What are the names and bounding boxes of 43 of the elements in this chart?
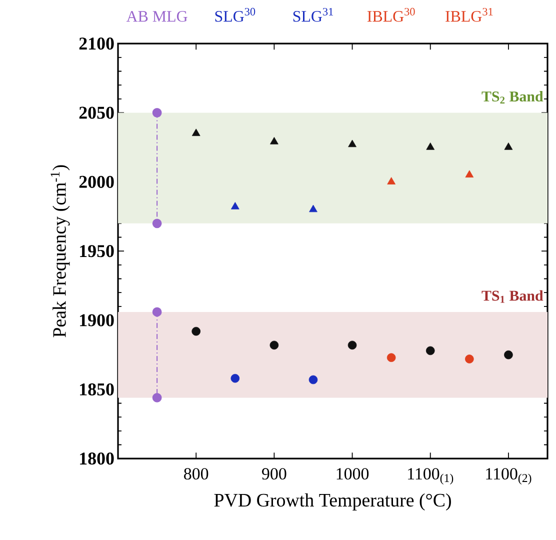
point — [152, 393, 162, 402]
point — [426, 346, 435, 356]
point — [270, 340, 279, 350]
y-tick-label: 2000 — [79, 176, 114, 188]
band-label: TS$_{2}$ Band — [482, 91, 544, 104]
point — [426, 142, 435, 150]
point — [348, 140, 356, 148]
text: IBLG$^{31}$ — [446, 8, 493, 22]
point — [387, 177, 396, 184]
x-tick-label: 1000 — [336, 468, 369, 480]
y-axis-title: Peak Frequency (cm$^{-1}$) — [50, 165, 70, 338]
point — [192, 326, 200, 336]
text: SLG$^{30}$ — [215, 8, 256, 22]
y-tick-label: 1800 — [80, 452, 114, 465]
point — [230, 202, 240, 210]
point — [192, 128, 200, 136]
point — [504, 142, 513, 150]
y-tick-label: 1900 — [80, 314, 114, 326]
point — [504, 350, 513, 360]
x-axis-title: PVD Growth Temperature (°C) — [214, 493, 451, 510]
band-label: TS$_{1}$ Band — [482, 290, 544, 303]
point — [309, 204, 318, 212]
x-tick-label: 900 — [262, 468, 286, 480]
point — [230, 374, 240, 383]
point — [308, 375, 318, 384]
text: SLG$^{31}$ — [293, 8, 333, 22]
point — [348, 340, 357, 350]
text: IBLG$^{30}$ — [367, 8, 415, 22]
x-tick-label: 800 — [184, 468, 208, 480]
y-tick-label: 1950 — [80, 245, 114, 258]
point — [152, 108, 162, 118]
point — [152, 307, 162, 317]
x-tick-label: 1100$_{(1)}$ — [408, 468, 454, 484]
y-tick-label: 2100 — [79, 38, 114, 50]
point — [152, 218, 162, 228]
y-tick-label: 1850 — [80, 383, 114, 396]
y-tick-label: 2050 — [79, 106, 114, 119]
point — [386, 353, 396, 362]
text: AB MLG — [126, 11, 188, 22]
x-tick-label: 1100$_{(2)}$ — [486, 468, 532, 484]
point — [270, 137, 278, 144]
point — [465, 354, 474, 364]
point — [465, 170, 474, 178]
